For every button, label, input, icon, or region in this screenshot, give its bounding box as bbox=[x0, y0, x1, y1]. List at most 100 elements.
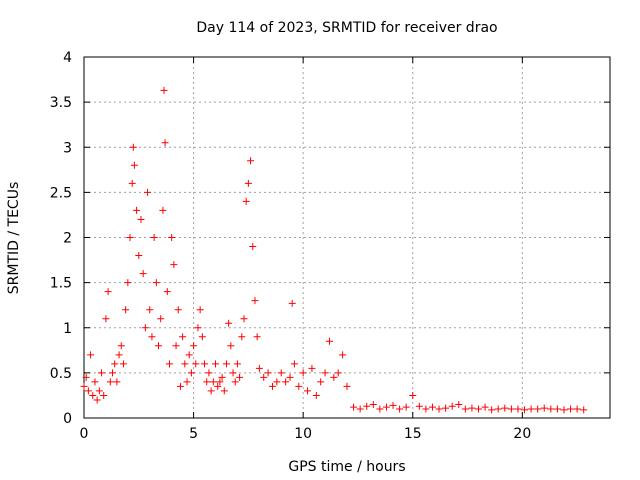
data-point bbox=[198, 333, 206, 341]
data-point bbox=[560, 406, 568, 414]
data-point bbox=[87, 351, 95, 359]
data-point bbox=[350, 403, 358, 411]
data-point bbox=[179, 333, 187, 341]
data-point bbox=[242, 197, 250, 205]
data-point bbox=[488, 406, 496, 414]
data-point bbox=[207, 387, 215, 395]
data-point bbox=[122, 306, 130, 314]
chart-title: Day 114 of 2023, SRMTID for receiver dra… bbox=[196, 20, 497, 36]
data-point bbox=[227, 342, 235, 350]
data-points bbox=[80, 86, 588, 414]
data-point bbox=[104, 288, 112, 296]
data-point bbox=[521, 406, 529, 414]
data-point bbox=[312, 391, 320, 399]
data-point bbox=[494, 405, 502, 413]
data-point bbox=[231, 378, 239, 386]
data-point bbox=[428, 403, 436, 411]
x-tick-label: 15 bbox=[404, 426, 422, 442]
data-point bbox=[468, 404, 476, 412]
data-point bbox=[183, 378, 191, 386]
data-point bbox=[192, 360, 200, 368]
data-point bbox=[507, 405, 515, 413]
data-point bbox=[363, 402, 371, 410]
data-point bbox=[268, 382, 276, 390]
data-point bbox=[98, 369, 106, 377]
data-point bbox=[155, 342, 163, 350]
data-point bbox=[236, 373, 244, 381]
y-tick-label: 1 bbox=[63, 321, 72, 337]
data-point bbox=[251, 297, 259, 305]
data-point bbox=[448, 402, 456, 410]
data-point bbox=[299, 369, 307, 377]
x-tick-label: 10 bbox=[294, 426, 312, 442]
x-tick-label: 20 bbox=[513, 426, 531, 442]
data-point bbox=[580, 406, 588, 414]
data-point bbox=[141, 324, 149, 332]
data-point bbox=[91, 378, 99, 386]
data-point bbox=[402, 403, 410, 411]
data-point bbox=[128, 179, 136, 187]
data-point bbox=[102, 315, 110, 323]
data-point bbox=[240, 315, 248, 323]
data-point bbox=[160, 86, 168, 94]
data-point bbox=[168, 234, 176, 241]
data-point bbox=[249, 243, 257, 251]
y-tick-label: 3.5 bbox=[50, 95, 72, 111]
data-point bbox=[422, 405, 430, 413]
data-point bbox=[553, 405, 561, 413]
data-point bbox=[330, 373, 338, 381]
data-point bbox=[540, 404, 548, 412]
y-tick-label: 4 bbox=[63, 50, 72, 66]
data-point bbox=[304, 387, 312, 395]
x-tick-label: 5 bbox=[189, 426, 198, 442]
data-point bbox=[163, 288, 171, 296]
y-tick-label: 0.5 bbox=[50, 366, 72, 382]
data-point bbox=[196, 306, 204, 314]
data-point bbox=[187, 369, 195, 377]
data-point bbox=[214, 382, 222, 390]
data-point bbox=[106, 378, 114, 386]
y-tick-label: 2.5 bbox=[50, 185, 72, 201]
data-point bbox=[146, 306, 154, 314]
data-point bbox=[247, 157, 255, 165]
data-point bbox=[95, 387, 103, 395]
tick-labels: 0 5 10 15 20 0 0.5 1 1.5 2 2.5 3 3.5 4 bbox=[50, 50, 532, 442]
data-point bbox=[376, 405, 384, 413]
data-point bbox=[172, 342, 180, 350]
x-tick-label: 0 bbox=[80, 426, 89, 442]
data-point bbox=[111, 360, 119, 368]
x-axis-label: GPS time / hours bbox=[288, 459, 405, 475]
data-point bbox=[117, 342, 125, 350]
data-point bbox=[501, 404, 509, 412]
data-point bbox=[369, 400, 377, 408]
data-point bbox=[100, 391, 108, 399]
data-point bbox=[126, 234, 134, 241]
data-point bbox=[334, 369, 342, 377]
y-tick-label: 0 bbox=[63, 411, 72, 427]
data-point bbox=[277, 369, 285, 377]
data-point bbox=[89, 391, 97, 399]
data-point bbox=[203, 378, 211, 386]
data-point bbox=[415, 402, 423, 410]
data-point bbox=[356, 405, 364, 413]
data-point bbox=[108, 369, 116, 377]
data-point bbox=[185, 351, 193, 359]
data-point bbox=[161, 139, 169, 147]
data-point bbox=[190, 342, 198, 350]
data-point bbox=[527, 405, 535, 413]
data-point bbox=[290, 360, 298, 368]
data-point bbox=[205, 369, 213, 377]
data-point bbox=[222, 360, 230, 368]
y-tick-label: 3 bbox=[63, 140, 72, 156]
data-point bbox=[176, 382, 184, 390]
data-point bbox=[238, 333, 246, 341]
data-point bbox=[84, 387, 92, 395]
data-point bbox=[255, 364, 263, 372]
data-point bbox=[82, 373, 90, 381]
y-tick-label: 1.5 bbox=[50, 276, 72, 292]
y-tick-label: 2 bbox=[63, 231, 72, 247]
data-point bbox=[260, 373, 268, 381]
data-point bbox=[295, 382, 303, 390]
data-point bbox=[534, 405, 542, 413]
